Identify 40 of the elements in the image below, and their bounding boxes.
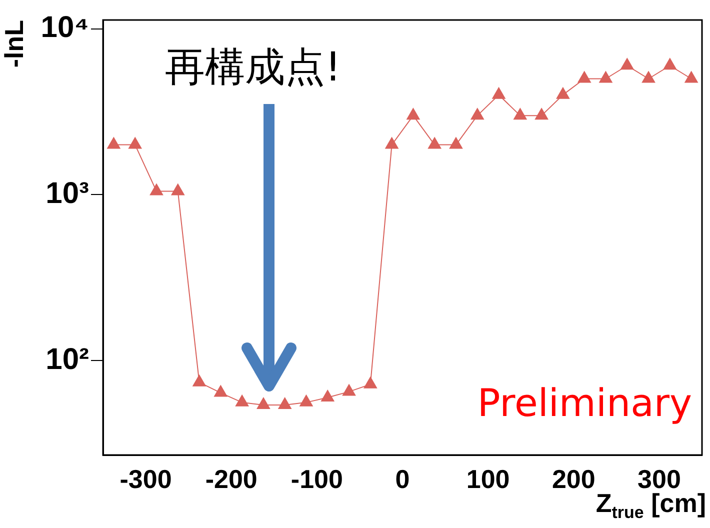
point — [150, 184, 164, 196]
x-tick-label: 200 — [552, 464, 596, 494]
point — [235, 394, 249, 406]
point — [428, 137, 442, 149]
y-tick-label: 10³ — [46, 176, 90, 210]
point — [470, 108, 484, 120]
y-tick-label: 10² — [46, 342, 90, 376]
point — [342, 384, 356, 396]
x-tick-label: 100 — [466, 464, 510, 494]
annotation: 再構成点! — [165, 44, 342, 90]
point — [192, 374, 206, 386]
point — [107, 137, 120, 149]
point — [385, 137, 398, 149]
point — [300, 394, 313, 406]
point — [620, 58, 634, 70]
point — [663, 58, 676, 70]
x-tick-label: -200 — [205, 464, 258, 494]
point — [514, 108, 527, 120]
x-tick-label: -300 — [120, 464, 172, 494]
x-tick-label: 0 — [395, 464, 410, 494]
point — [599, 71, 612, 83]
x-tick-label: -100 — [290, 464, 343, 494]
point — [534, 108, 548, 120]
point — [256, 398, 270, 410]
point — [492, 87, 506, 99]
point — [642, 71, 656, 83]
point — [321, 390, 334, 402]
point — [684, 71, 698, 83]
point — [171, 184, 184, 196]
annotation: Preliminary — [477, 380, 692, 425]
point — [556, 87, 570, 99]
point — [406, 108, 420, 120]
y-axis-title: -lnL — [0, 20, 29, 68]
point — [449, 137, 463, 149]
point — [278, 398, 292, 410]
y-tick-label: 10⁴ — [40, 11, 89, 44]
point — [214, 385, 228, 397]
point — [578, 71, 591, 83]
point — [364, 376, 377, 388]
point — [128, 137, 142, 149]
